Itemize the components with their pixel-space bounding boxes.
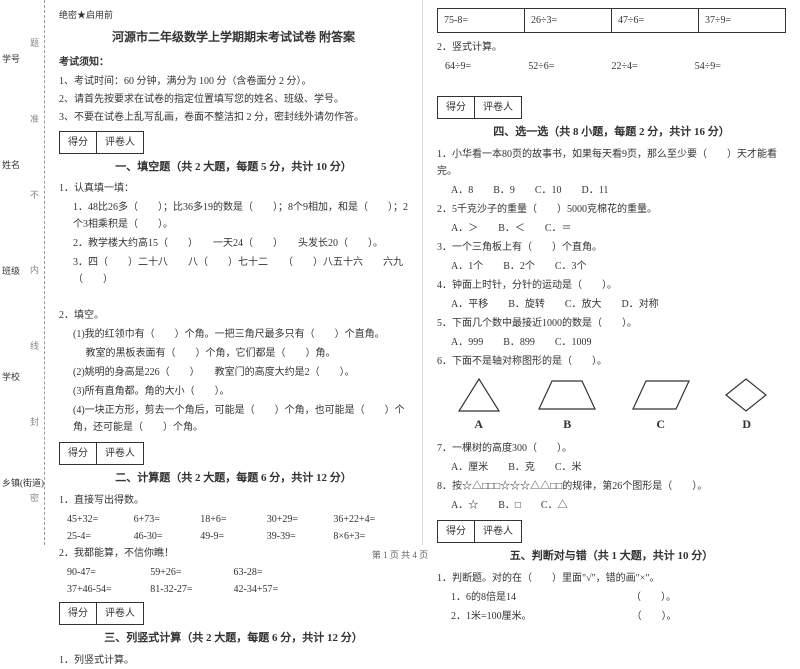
exam-title: 河源市二年级数学上学期期末考试试卷 附答案 xyxy=(59,27,408,47)
mc-q1: 1．小华看一本80页的故事书，如果每天看9页，那么至少要（ ）天才能看完。 xyxy=(437,146,786,180)
shape-options: A B C D xyxy=(437,376,786,434)
score-label: 得分 xyxy=(438,97,475,118)
shape-label-b: B xyxy=(537,414,597,434)
q1-l2: 2．教学楼大约高15（ ） 一天24（ ） 头发长20（ ）。 xyxy=(59,235,408,252)
mc-q3: 3．一个三角板上有（ ）个直角。 xyxy=(437,239,786,256)
mc-q6: 6．下面不是轴对称图形的是（ ）。 xyxy=(437,353,786,370)
q1-l3: 3．四（ ）二十八 八（ ）七十二 （ ）八五十六 六九（ ） xyxy=(59,254,408,288)
notice-title: 考试须知： xyxy=(59,54,408,71)
shape-rhombus: D xyxy=(724,376,769,434)
grader-label: 评卷人 xyxy=(475,521,521,542)
section-1-title: 一、填空题（共 2 大题，每题 5 分，共计 10 分） xyxy=(59,158,408,177)
calc1-row2: 25-4=46-30=49-9=39-39=8×6+3= xyxy=(59,528,408,545)
score-label: 得分 xyxy=(438,521,475,542)
confidential-mark: 绝密★启用前 xyxy=(59,8,408,23)
notice-3: 3、不要在试卷上乱写乱画，卷面不整洁扣 2 分，密封线外请勿作答。 xyxy=(59,109,408,126)
score-box-2: 得分 评卷人 xyxy=(59,442,144,465)
vcalc-row: 64÷9=52÷6=22÷4=54÷9= xyxy=(437,58,786,75)
grader-label: 评卷人 xyxy=(97,132,143,153)
q2-l1: (1)我的红领巾有（ ）个角。一把三角尺最多只有（ ）个直角。 xyxy=(59,326,408,343)
mc-q5: 5．下面几个数中最接近1000的数是（ ）。 xyxy=(437,315,786,332)
q2-l3: (2)姚明的身高是226（ ） 教室门的高度大约是2（ ）。 xyxy=(59,364,408,381)
tf-2: 2．1米=100厘米。 （ ）。 xyxy=(437,608,786,625)
q2-stem: 2．填空。 xyxy=(59,307,408,324)
shape-parallelogram: C xyxy=(631,376,691,434)
mc-q8: 8．按☆△□□□☆☆☆△△□□的规律，第26个图形是（ ）。 xyxy=(437,478,786,495)
binding-seal-text: 题 准 不 内 线 封 密 xyxy=(28,5,41,535)
score-label: 得分 xyxy=(60,443,97,464)
shape-label-d: D xyxy=(724,414,769,434)
q1-l1: 1．48比26多（ ）；比36多19的数是（ ）；8个9相加，和是（ ）；2个3… xyxy=(59,199,408,233)
vc-cell: 37÷9= xyxy=(699,9,785,32)
page-footer: 第 1 页 共 4 页 xyxy=(0,548,800,561)
vertical-calc-table: 75-8= 26÷3= 47÷6= 37÷9= xyxy=(437,8,786,33)
score-box-3: 得分 评卷人 xyxy=(59,602,144,625)
right-column: 75-8= 26÷3= 47÷6= 37÷9= 2．竖式计算。 64÷9=52÷… xyxy=(423,0,800,545)
section-3-title: 三、列竖式计算（共 2 大题，每题 6 分，共计 12 分） xyxy=(59,629,408,648)
calc1-stem: 1．直接写出得数。 xyxy=(59,492,408,509)
mc-q7-opts: A．厘米 B．克 C．米 xyxy=(437,459,786,476)
shape-trapezoid: B xyxy=(537,376,597,434)
q2-l2: 教室的黑板表面有（ ）个角，它们都是（ ）角。 xyxy=(59,345,408,362)
binding-margin: 学号 姓名 班级 学校 乡镇(街道) 题 准 不 内 线 封 密 xyxy=(0,0,45,545)
grader-label: 评卷人 xyxy=(97,443,143,464)
score-box-4: 得分 评卷人 xyxy=(437,96,522,119)
score-label: 得分 xyxy=(60,603,97,624)
mc-q2-opts: A．＞ B．＜ C．＝ xyxy=(437,220,786,237)
section-2-title: 二、计算题（共 2 大题，每题 6 分，共计 12 分） xyxy=(59,469,408,488)
sec3-stem: 1．列竖式计算。 xyxy=(59,652,408,669)
vc-cell: 26÷3= xyxy=(525,9,612,32)
mc-q1-opts: A．8 B．9 C．10 D．11 xyxy=(437,182,786,199)
shape-label-a: A xyxy=(454,414,504,434)
shape-label-c: C xyxy=(631,414,691,434)
calc2-row2: 37+46-54=81-32-27=42-34+57= xyxy=(59,581,408,598)
section-4-title: 四、选一选（共 8 小题，每题 2 分，共计 16 分） xyxy=(437,123,786,142)
notice-2: 2、请首先按要求在试卷的指定位置填写您的姓名、班级、学号。 xyxy=(59,91,408,108)
notice-1: 1、考试时间：60 分钟，满分为 100 分（含卷面分 2 分）。 xyxy=(59,73,408,90)
calc2-row1: 90-47=59+26=63-28= xyxy=(59,564,408,581)
q2-l5: (4)一块正方形，剪去一个角后，可能是（ ）个角，也可能是（ ）个角，还可能是（… xyxy=(59,402,408,436)
score-box-1: 得分 评卷人 xyxy=(59,131,144,154)
grader-label: 评卷人 xyxy=(475,97,521,118)
mc-q4: 4．钟面上时针，分针的运动是（ ）。 xyxy=(437,277,786,294)
q1-stem: 1．认真填一填： xyxy=(59,180,408,197)
q2-l4: (3)所有直角都。角的大小（ ）。 xyxy=(59,383,408,400)
score-label: 得分 xyxy=(60,132,97,153)
score-box-5: 得分 评卷人 xyxy=(437,520,522,543)
calc1-row1: 45+32=6+73=18+6=30+29=36+22+4= xyxy=(59,511,408,528)
mc-q2: 2．5千克沙子的重量（ ）5000克棉花的重量。 xyxy=(437,201,786,218)
grader-label: 评卷人 xyxy=(97,603,143,624)
tf-stem: 1．判断题。对的在（ ）里面"√"，错的画"×"。 xyxy=(437,570,786,587)
mc-q4-opts: A．平移 B．旋转 C．放大 D．对称 xyxy=(437,296,786,313)
mc-q7: 7．一棵树的高度300（ ）。 xyxy=(437,440,786,457)
tf-1: 1．6的8倍是14 （ ）。 xyxy=(437,589,786,606)
vc-cell: 47÷6= xyxy=(612,9,699,32)
mc-q8-opts: A．☆ B．□ C．△ xyxy=(437,497,786,514)
mc-q3-opts: A．1个 B．2个 C．3个 xyxy=(437,258,786,275)
vc-cell: 75-8= xyxy=(438,9,525,32)
left-column: 绝密★启用前 河源市二年级数学上学期期末考试试卷 附答案 考试须知： 1、考试时… xyxy=(45,0,423,545)
mc-q5-opts: A．999 B．899 C．1009 xyxy=(437,334,786,351)
vcalc-stem: 2．竖式计算。 xyxy=(437,39,786,56)
shape-triangle: A xyxy=(454,376,504,434)
